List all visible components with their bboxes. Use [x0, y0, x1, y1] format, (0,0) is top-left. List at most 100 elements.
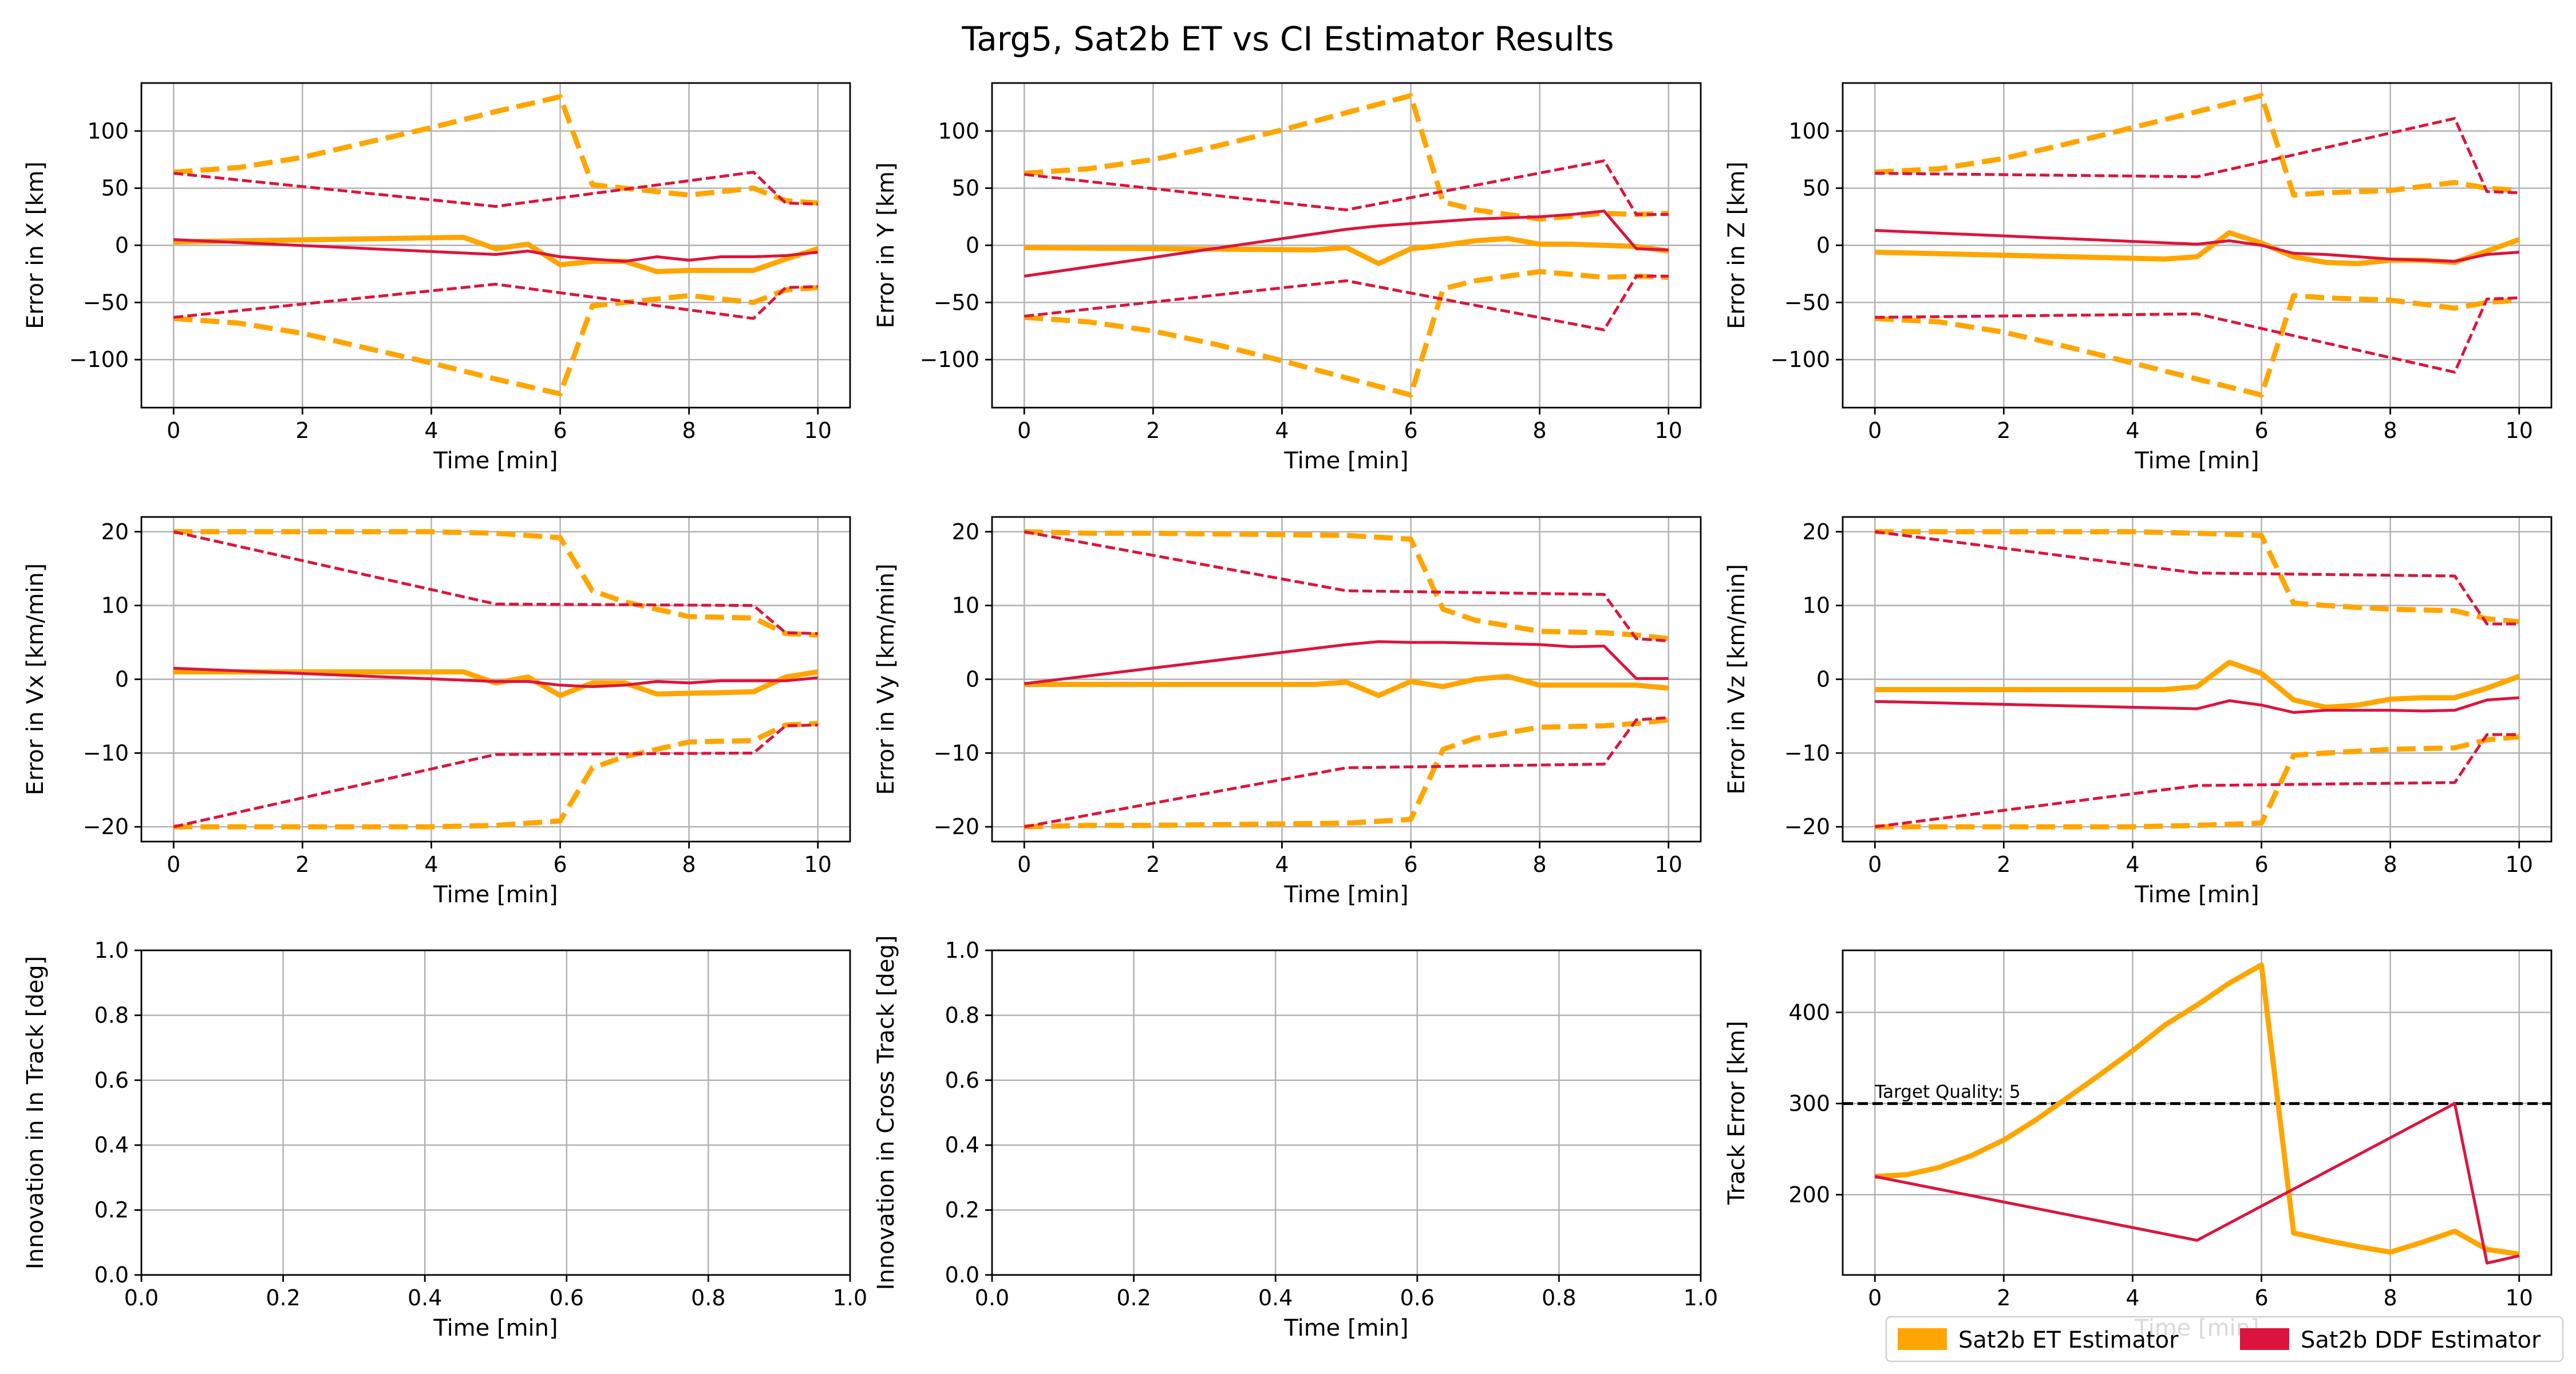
x-tick-label: 2: [295, 852, 309, 877]
et-legend-label: Sat2b ET Estimator: [1958, 1327, 2179, 1353]
ddf-bound-line: [173, 530, 818, 635]
et-bound-line: [1024, 93, 1669, 222]
x-tick-label: 8: [1533, 418, 1547, 443]
x-axis-label: Time [min]: [2134, 448, 2259, 474]
y-tick-label: 100: [1788, 119, 1830, 144]
x-tick-label: 1.0: [833, 1285, 867, 1310]
x-axis-label: Time [min]: [433, 448, 558, 474]
et-bound-line: [1875, 529, 2520, 625]
x-tick-label: 10: [2506, 418, 2533, 443]
x-tick-label: 6: [553, 418, 567, 443]
y-tick-label: 0.0: [94, 1262, 129, 1288]
ddf-error-line: [173, 238, 818, 263]
x-tick-label: 0: [167, 418, 180, 443]
x-tick-label: 2: [295, 418, 309, 443]
y-tick-label: 1.0: [945, 938, 979, 963]
y-tick-label: 200: [1788, 1182, 1830, 1207]
x-tick-label: 8: [2384, 1285, 2397, 1310]
x-tick-label: 4: [1275, 418, 1289, 443]
x-tick-label: 0: [1017, 852, 1031, 877]
ddf-bound-line: [173, 171, 818, 208]
x-tick-label: 0.0: [124, 1285, 159, 1310]
subplot-3: 0 2 4 6 8 10 −100 −50 0 50 100 Time [min] Error in Z…: [1724, 82, 2553, 474]
ddf-bound-line: [1875, 296, 2519, 374]
x-tick-label: 0.4: [1258, 1285, 1293, 1310]
x-tick-label: 4: [2125, 852, 2139, 877]
legend-box: [1885, 1316, 2564, 1363]
y-tick-label: 0.2: [94, 1198, 129, 1223]
et-bound-line: [1875, 734, 2520, 830]
ddf-bound-line: [1024, 274, 1669, 331]
x-tick-label: 0.8: [691, 1285, 725, 1310]
y-tick-label: 0: [115, 233, 129, 258]
subplot-6: 0 2 4 6 8 10 −20 −10 0 10 20 Time [min] Error in Vz …: [1724, 516, 2553, 908]
y-tick-label: 0.6: [94, 1068, 129, 1093]
x-tick-label: 10: [2506, 1285, 2533, 1310]
et-bound-line: [1875, 93, 2520, 198]
y-tick-label: 50: [952, 176, 979, 201]
x-tick-label: 6: [553, 852, 567, 877]
x-tick-label: 6: [2254, 1285, 2268, 1310]
x-tick-label: 4: [2125, 1285, 2139, 1310]
x-tick-label: 0.2: [266, 1285, 300, 1310]
y-tick-label: 10: [952, 593, 979, 618]
y-tick-label: 20: [101, 519, 129, 544]
x-tick-label: 0: [1868, 1285, 1882, 1310]
y-tick-label: −10: [1784, 740, 1830, 765]
y-tick-label: 0.8: [945, 1002, 979, 1028]
x-tick-label: 2: [1146, 418, 1160, 443]
subplot-1: 0 2 4 6 8 10 −100 −50 0 50 100 Time [min] Error in X…: [22, 82, 851, 474]
y-tick-label: 20: [952, 519, 979, 544]
et-bound-line: [173, 721, 818, 830]
x-tick-label: 8: [682, 852, 696, 877]
y-axis-label: Error in Z [km]: [1724, 161, 1750, 329]
y-axis-label: Innovation in Cross Track [deg]: [873, 935, 899, 1290]
ddf-bound-line: [1024, 716, 1669, 828]
et-bound-line: [173, 285, 819, 397]
x-tick-label: 10: [2506, 852, 2533, 877]
x-axis-label: Time [min]: [1283, 882, 1408, 908]
y-tick-label: −100: [920, 347, 979, 372]
y-tick-label: −50: [934, 290, 979, 315]
x-axis-label: Time [min]: [433, 1315, 558, 1341]
x-tick-label: 10: [1655, 852, 1682, 877]
et-bound-line: [1024, 269, 1669, 398]
y-tick-label: 0.6: [945, 1068, 979, 1093]
y-tick-label: 0.8: [94, 1002, 129, 1028]
subplot-8: 0.0 0.2 0.4 0.6 0.8 1.0 0.0 0.2 0.4 0.6 0.8 1.0 Time…: [873, 935, 1718, 1341]
x-axis-label: Time [min]: [1283, 1315, 1408, 1341]
plot-area: [1843, 962, 2551, 1265]
ddf-error-line: [1874, 1102, 2520, 1265]
x-tick-label: 8: [682, 418, 696, 443]
y-tick-label: 0: [966, 233, 979, 258]
x-tick-label: 0: [167, 852, 180, 877]
y-tick-label: 0: [1816, 233, 1830, 258]
y-tick-label: 0.0: [945, 1262, 979, 1288]
y-axis-label: Error in X [km]: [22, 161, 49, 329]
et-bound-line: [1024, 529, 1669, 642]
x-tick-label: 10: [804, 418, 832, 443]
ddf-legend-label: Sat2b DDF Estimator: [2301, 1327, 2541, 1353]
x-tick-label: 2: [1997, 852, 2010, 877]
y-tick-label: 0: [115, 667, 129, 692]
ddf-error-line: [173, 666, 818, 688]
et-error-line: [1875, 660, 2520, 710]
ddf-bound-line: [1875, 117, 2519, 195]
x-tick-label: 0.8: [1542, 1285, 1576, 1310]
x-axis-label: Time [min]: [2134, 882, 2259, 908]
x-tick-label: 6: [1404, 852, 1417, 877]
y-axis-label: Error in Vz [km/min]: [1724, 564, 1750, 795]
y-tick-label: −50: [83, 290, 129, 315]
ddf-error-line: [1875, 229, 2519, 263]
x-tick-label: 0.0: [975, 1285, 1009, 1310]
ddf-bound-line: [173, 723, 818, 828]
x-tick-label: 0.6: [550, 1285, 584, 1310]
y-tick-label: 0.4: [94, 1132, 129, 1158]
et-error-line: [1024, 236, 1669, 266]
x-tick-label: 0: [1868, 852, 1882, 877]
axes-frame: [991, 949, 1702, 1276]
subplot-5: 0 2 4 6 8 10 −20 −10 0 10 20 Time [min] Error in Vy …: [873, 516, 1702, 908]
y-tick-label: 0: [1816, 667, 1830, 692]
